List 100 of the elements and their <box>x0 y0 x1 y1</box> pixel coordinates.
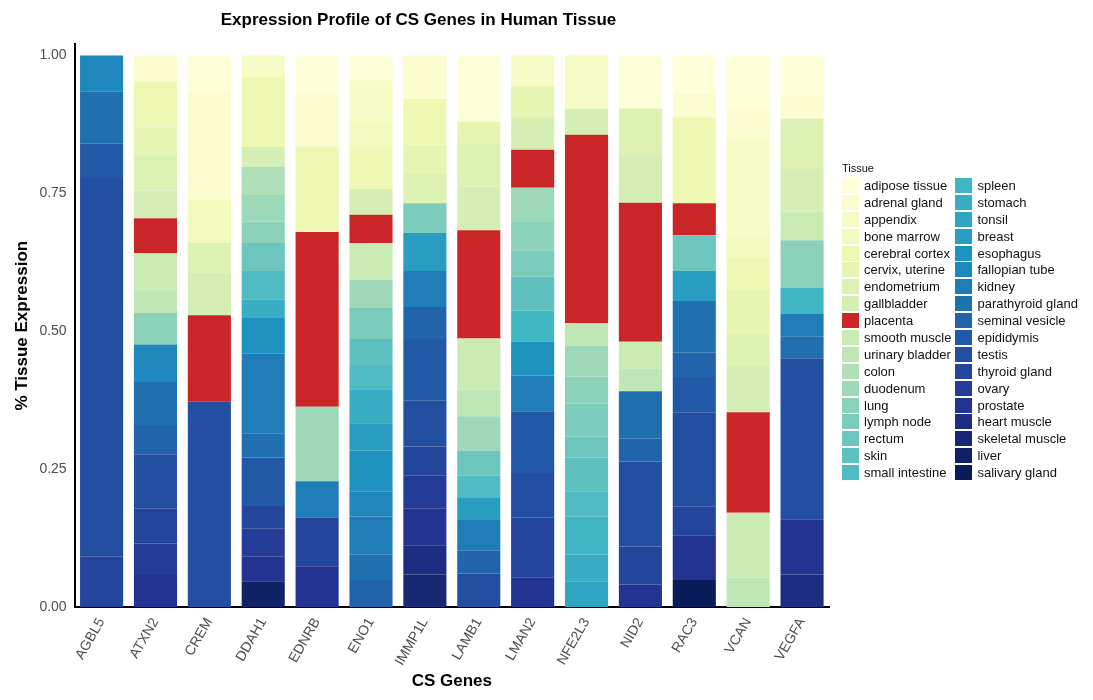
bar <box>564 55 609 109</box>
bar <box>780 287 824 314</box>
bar <box>295 406 339 482</box>
bar <box>780 574 824 608</box>
bar <box>349 214 393 243</box>
bar <box>349 308 393 339</box>
bar <box>457 519 501 551</box>
bar <box>241 147 285 167</box>
legend-label: placenta <box>864 313 914 329</box>
bar <box>133 344 178 382</box>
bar <box>511 187 555 223</box>
y-tick-label: 1.00 <box>39 46 67 63</box>
bar <box>564 403 609 437</box>
bar <box>295 481 339 518</box>
bar <box>403 203 447 234</box>
y-tick-label: 0.00 <box>39 597 67 614</box>
bar <box>618 202 662 342</box>
bar <box>403 233 447 272</box>
bar <box>349 279 393 309</box>
legend-label: lymph node <box>864 414 932 430</box>
bar <box>295 146 339 232</box>
legend-label: kidney <box>977 279 1015 295</box>
bar <box>564 457 609 492</box>
bar <box>187 199 231 243</box>
bar <box>349 242 393 280</box>
bar <box>564 134 609 323</box>
bar <box>349 366 393 390</box>
legend-label: cervix, uterine <box>864 262 945 278</box>
legend-label: seminal vesicle <box>977 313 1066 329</box>
legend-label: adrenal gland <box>864 194 943 210</box>
bar <box>403 545 447 575</box>
x-axis-title: CS Genes <box>411 671 492 691</box>
legend-label: testis <box>977 346 1008 362</box>
bar <box>403 55 447 100</box>
legend-label: colon <box>864 363 896 379</box>
bar <box>672 580 716 608</box>
bar <box>511 250 555 277</box>
bar <box>511 375 555 412</box>
bar <box>349 55 393 81</box>
bar <box>133 218 178 253</box>
bar <box>618 584 662 608</box>
chart-title: Expression Profile of CS Genes in Human Tissue <box>220 9 617 29</box>
bar <box>564 376 609 404</box>
legend-label: thyroid gland <box>977 363 1052 379</box>
bar <box>241 581 285 608</box>
bar <box>295 231 339 407</box>
bar <box>564 345 609 377</box>
bar <box>457 55 501 122</box>
bar <box>80 55 124 92</box>
legend-label: epididymis <box>977 329 1039 345</box>
bar <box>349 338 393 366</box>
bar <box>564 491 609 517</box>
bar <box>618 55 662 109</box>
bar <box>241 318 285 354</box>
bar <box>241 76 285 147</box>
bar <box>295 566 339 608</box>
legend-label: bone marrow <box>864 228 940 244</box>
legend-label: prostate <box>977 397 1025 413</box>
legend-label: cerebral cortex <box>864 245 950 261</box>
bar <box>511 276 555 311</box>
bar <box>511 577 555 608</box>
bar <box>187 315 231 402</box>
legend-label: skeletal muscle <box>977 431 1067 447</box>
legend-label: stomach <box>977 194 1027 210</box>
bar <box>403 574 447 608</box>
bar <box>511 341 555 376</box>
legend-label: heart muscle <box>977 414 1052 430</box>
legend-label: ovary <box>977 380 1010 396</box>
bar <box>672 117 716 204</box>
legend-label: smooth muscle <box>864 329 952 345</box>
bar <box>349 389 393 424</box>
bar <box>349 188 393 215</box>
legend-label: liver <box>977 448 1002 464</box>
y-axis-title: % Tissue Expression <box>11 240 31 411</box>
legend-label: breast <box>977 228 1014 244</box>
bar <box>457 416 501 451</box>
bar <box>564 322 609 346</box>
bar <box>241 242 285 272</box>
legend-label: appendix <box>864 211 917 227</box>
bar <box>511 117 555 150</box>
bar <box>457 573 501 608</box>
legend-label: lung <box>864 397 889 413</box>
y-tick-label: 0.75 <box>39 184 67 201</box>
bar <box>672 203 716 236</box>
bar <box>726 412 770 513</box>
bar <box>133 313 178 345</box>
legend-label: gallbladder <box>864 296 928 312</box>
legend-label: esophagus <box>977 245 1042 261</box>
bar <box>241 166 285 195</box>
bar <box>564 108 609 135</box>
bar <box>511 55 555 87</box>
legend-label: tonsil <box>977 211 1008 227</box>
legend-label: urinary bladder <box>864 346 951 362</box>
legend-label: rectum <box>864 431 904 447</box>
y-tick-label: 0.25 <box>39 460 67 477</box>
y-tick-label: 0.50 <box>39 322 67 339</box>
bar <box>187 401 231 608</box>
bar <box>672 271 716 301</box>
legend-label: duodenum <box>864 380 926 396</box>
legend-label: spleen <box>977 177 1016 193</box>
